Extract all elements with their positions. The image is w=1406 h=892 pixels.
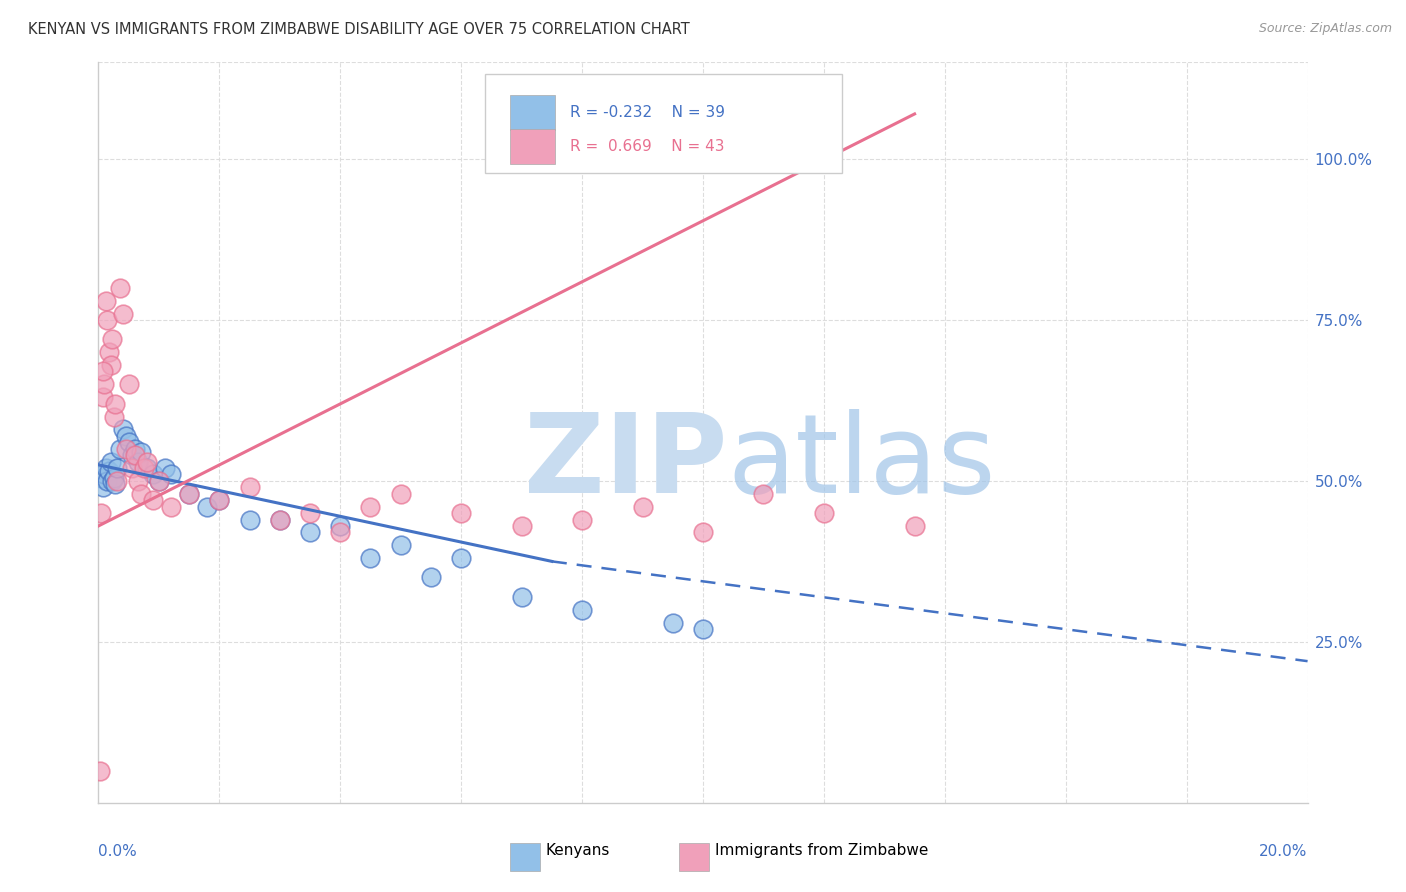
- Point: [135, 461, 157, 475]
- Point: [114, 429, 136, 443]
- Point: [111, 306, 134, 320]
- Text: atlas: atlas: [727, 409, 995, 516]
- Point: [108, 442, 131, 456]
- Point: [103, 471, 125, 485]
- FancyBboxPatch shape: [679, 843, 709, 871]
- Point: [124, 442, 146, 456]
- Text: R = -0.232    N = 39: R = -0.232 N = 39: [569, 105, 725, 120]
- Text: 20.0%: 20.0%: [1260, 844, 1308, 858]
- Point: [160, 500, 183, 514]
- Point: [179, 487, 201, 501]
- Text: Kenyans: Kenyans: [546, 844, 610, 858]
- FancyBboxPatch shape: [509, 843, 540, 871]
- Point: [195, 500, 218, 514]
- Point: [239, 480, 262, 494]
- Point: [160, 467, 183, 482]
- Point: [208, 493, 231, 508]
- Text: R =  0.669    N = 43: R = 0.669 N = 43: [569, 139, 724, 154]
- Point: [121, 448, 143, 462]
- Point: [142, 493, 165, 508]
- Text: ZIP: ZIP: [524, 409, 727, 516]
- Point: [91, 364, 114, 378]
- Point: [121, 461, 143, 475]
- Point: [813, 506, 835, 520]
- Point: [299, 506, 322, 520]
- Point: [127, 474, 149, 488]
- Text: 0.0%: 0.0%: [98, 844, 138, 858]
- Text: Immigrants from Zimbabwe: Immigrants from Zimbabwe: [716, 844, 928, 858]
- Point: [904, 519, 927, 533]
- Point: [269, 512, 291, 526]
- FancyBboxPatch shape: [509, 128, 555, 164]
- Point: [118, 377, 141, 392]
- Point: [94, 461, 117, 475]
- Point: [114, 442, 136, 456]
- Point: [94, 293, 117, 308]
- Point: [661, 615, 683, 630]
- Point: [100, 358, 122, 372]
- Point: [129, 445, 152, 459]
- Point: [124, 448, 146, 462]
- Point: [91, 390, 114, 404]
- Point: [510, 519, 533, 533]
- Point: [389, 487, 412, 501]
- Point: [142, 467, 165, 482]
- Point: [111, 422, 134, 436]
- Point: [103, 409, 125, 424]
- Point: [93, 467, 115, 482]
- Point: [98, 345, 121, 359]
- Point: [105, 461, 128, 475]
- Point: [132, 461, 155, 475]
- Point: [98, 464, 121, 478]
- Point: [510, 590, 533, 604]
- Point: [752, 487, 775, 501]
- Point: [450, 551, 472, 566]
- Point: [571, 512, 593, 526]
- Point: [100, 454, 122, 468]
- Point: [108, 281, 131, 295]
- Point: [239, 512, 262, 526]
- Point: [269, 512, 291, 526]
- Point: [299, 525, 322, 540]
- Point: [129, 487, 152, 501]
- Point: [89, 764, 111, 778]
- Point: [96, 313, 118, 327]
- Point: [692, 525, 714, 540]
- Point: [420, 570, 443, 584]
- Text: KENYAN VS IMMIGRANTS FROM ZIMBABWE DISABILITY AGE OVER 75 CORRELATION CHART: KENYAN VS IMMIGRANTS FROM ZIMBABWE DISAB…: [28, 22, 690, 37]
- Point: [104, 397, 127, 411]
- Point: [90, 506, 112, 520]
- Text: Source: ZipAtlas.com: Source: ZipAtlas.com: [1258, 22, 1392, 36]
- Point: [118, 435, 141, 450]
- Point: [631, 500, 654, 514]
- Point: [91, 480, 114, 494]
- Point: [329, 525, 352, 540]
- Point: [179, 487, 201, 501]
- Point: [329, 519, 352, 533]
- Point: [692, 622, 714, 636]
- Point: [100, 474, 122, 488]
- Point: [723, 107, 745, 121]
- Point: [389, 538, 412, 552]
- Point: [208, 493, 231, 508]
- Point: [571, 602, 593, 616]
- Point: [105, 474, 128, 488]
- Point: [148, 474, 170, 488]
- Point: [90, 471, 112, 485]
- FancyBboxPatch shape: [509, 95, 555, 130]
- Point: [96, 474, 118, 488]
- Point: [135, 454, 157, 468]
- Point: [100, 332, 122, 346]
- Point: [104, 477, 127, 491]
- Point: [450, 506, 472, 520]
- Point: [148, 474, 170, 488]
- Point: [360, 551, 382, 566]
- Point: [153, 461, 176, 475]
- Point: [93, 377, 115, 392]
- Point: [360, 500, 382, 514]
- Point: [127, 454, 149, 468]
- FancyBboxPatch shape: [485, 73, 842, 173]
